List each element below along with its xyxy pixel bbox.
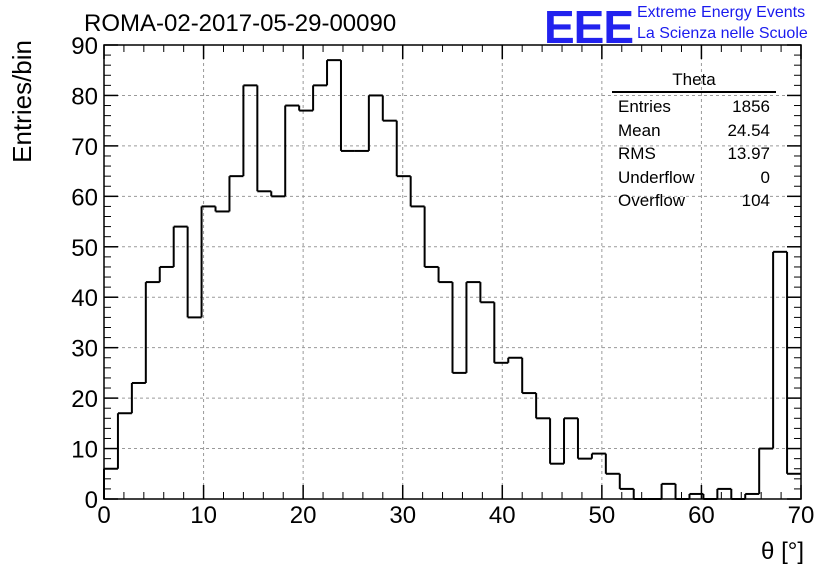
- y-tick-label: 50: [71, 235, 98, 262]
- stats-title: Theta: [612, 70, 776, 93]
- y-tick-label: 70: [71, 134, 98, 161]
- x-tick-label: 20: [290, 502, 317, 529]
- x-tick-label: 0: [97, 502, 110, 529]
- stats-label: Entries: [618, 97, 671, 116]
- stats-row-rms: RMS 13.97: [612, 142, 776, 166]
- stats-value: 13.97: [727, 144, 770, 163]
- x-tick-label: 70: [788, 502, 815, 529]
- x-tick-label: 60: [688, 502, 715, 529]
- stats-label: Underflow: [618, 167, 695, 187]
- stats-value: 0: [760, 167, 770, 187]
- y-tick-label: 20: [71, 386, 98, 413]
- page-title: ROMA-02-2017-05-29-00090: [84, 10, 397, 37]
- y-tick-label: 60: [71, 184, 98, 211]
- stats-row-entries: Entries 1856: [612, 95, 776, 119]
- y-tick-label: 80: [71, 83, 98, 110]
- stats-label: RMS: [618, 144, 656, 163]
- logo-subtitle-line1: Extreme Energy Events: [637, 4, 806, 21]
- stats-row-overflow: Overflow 104: [612, 189, 776, 213]
- x-tick-label: 10: [190, 502, 217, 529]
- stats-value: 24.54: [727, 120, 770, 140]
- x-tick-label: 50: [589, 502, 616, 529]
- y-tick-label: 0: [85, 487, 98, 514]
- stats-label: Mean: [618, 120, 661, 140]
- stats-row-underflow: Underflow 0: [612, 166, 776, 190]
- histogram-bars: [103, 59, 801, 500]
- logo-subtitle-line2: La Scienza nelle Scuole: [637, 25, 808, 42]
- stats-label: Overflow: [618, 191, 686, 210]
- axis-ticks: [103, 44, 802, 500]
- y-axis-label: Entries/bin: [7, 40, 37, 163]
- plot-frame: [103, 44, 802, 500]
- x-tick-labels: 0 10 20 30 40 50 60 70: [97, 502, 814, 529]
- eee-logo: EEE: [544, 1, 634, 53]
- y-tick-labels: 0 10 20 30 40 50 60 70 80 90: [71, 33, 98, 514]
- x-tick-label: 40: [489, 502, 516, 529]
- x-tick-label: 30: [389, 502, 416, 529]
- stats-box: Theta Entries 1856 Mean 24.54 RMS 13.97 …: [612, 70, 776, 213]
- y-tick-label: 90: [71, 33, 98, 60]
- stats-value: 1856: [732, 97, 770, 116]
- y-tick-label: 40: [71, 285, 98, 312]
- stats-value: 104: [741, 191, 770, 210]
- y-tick-label: 30: [71, 336, 98, 363]
- y-tick-label: 10: [71, 437, 98, 464]
- x-axis-label: θ [°]: [761, 538, 804, 565]
- stats-row-mean: Mean 24.54: [612, 119, 776, 143]
